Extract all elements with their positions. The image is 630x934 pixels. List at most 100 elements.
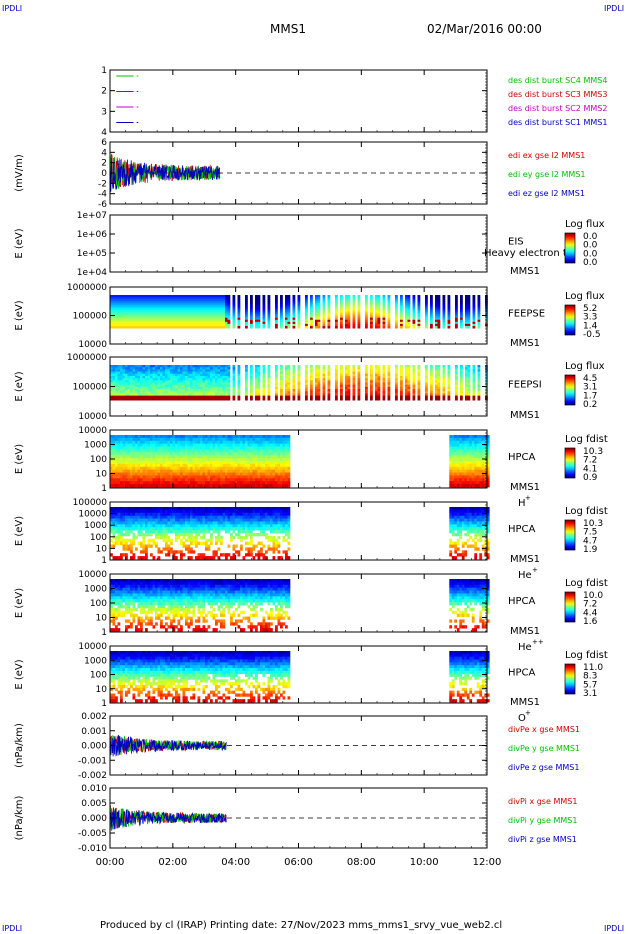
heatmap-cell (315, 386, 318, 390)
heatmap-cell (485, 299, 488, 302)
heatmap-cell (150, 481, 153, 485)
heatmap-cell (137, 305, 141, 308)
heatmap-cell (140, 311, 143, 315)
heatmap-cell (162, 311, 166, 315)
heatmap-cell (335, 397, 338, 401)
heatmap-cell (232, 446, 236, 450)
heatmap-cell (257, 369, 261, 373)
heatmap-cell (317, 375, 321, 379)
heatmap-cell (190, 395, 193, 399)
heatmap-cell (217, 393, 221, 397)
heatmap-cell (395, 297, 398, 300)
heatmap-cell (170, 375, 173, 379)
heatmap-cell (262, 309, 266, 312)
overlay-label: Heavy electron tc (484, 248, 572, 259)
heatmap-cell (162, 380, 166, 383)
heatmap-cell (282, 435, 286, 439)
heatmap-cell (345, 321, 348, 325)
heatmap-cell (205, 393, 208, 397)
heatmap-cell (227, 375, 231, 379)
heatmap-cell (365, 369, 368, 373)
heatmap-cell (202, 469, 206, 473)
heatmap-cell (267, 375, 271, 379)
heatmap-cell (202, 384, 206, 388)
heatmap-cell (265, 472, 268, 476)
heatmap-cell (147, 375, 151, 379)
heatmap-cell (417, 307, 421, 310)
heatmap-cell (461, 452, 465, 456)
heatmap-cell (200, 466, 203, 471)
heatmap-cell (400, 301, 403, 304)
heatmap-cell (400, 384, 403, 388)
heatmap-cell (382, 380, 386, 383)
heatmap-cell (160, 440, 163, 445)
heatmap-cell (387, 384, 391, 388)
heatmap-cell (407, 303, 411, 306)
heatmap-cell (227, 305, 231, 308)
heatmap-cell (260, 446, 263, 450)
heatmap-cell (175, 484, 178, 488)
heatmap-cell (190, 461, 193, 465)
heatmap-cell (305, 299, 308, 302)
heatmap-cell (260, 484, 263, 488)
heatmap-cell (177, 440, 181, 445)
heatmap-cell (442, 382, 446, 386)
heatmap-cell (167, 386, 171, 390)
heatmap-cell (472, 393, 476, 397)
heatmap-cell (145, 371, 148, 375)
heatmap-cell (442, 299, 446, 302)
heatmap-cell (227, 325, 231, 329)
heatmap-cell (125, 297, 128, 300)
colorbar (564, 232, 576, 264)
heatmap-cell (285, 461, 288, 465)
heatmap-cell (237, 371, 241, 375)
heatmap-cell (122, 319, 126, 323)
heatmap-cell (335, 301, 338, 304)
heatmap-cell (210, 309, 213, 312)
heatmap-cell (150, 458, 153, 462)
heatmap-cell (140, 391, 143, 394)
heatmap-cell (467, 373, 471, 377)
heatmap-cell (417, 315, 421, 319)
heatmap-cell (132, 303, 136, 306)
heatmap-cell (117, 321, 121, 325)
heatmap-cell (477, 317, 481, 321)
heatmap-cell (417, 397, 421, 401)
heatmap-cell (185, 481, 188, 485)
heatmap-cell (467, 295, 471, 298)
heatmap-cell (172, 307, 176, 310)
heatmap-cell (377, 307, 381, 310)
heatmap-cell (212, 384, 216, 388)
heatmap-cell (205, 317, 208, 321)
heatmap-cell (232, 325, 236, 329)
heatmap-cell (245, 325, 248, 329)
page-title: MMS1 (270, 22, 306, 36)
heatmap-cell (235, 478, 238, 482)
heatmap-cell (257, 384, 261, 388)
heatmap-cell (185, 458, 188, 462)
heatmap-cell (150, 455, 153, 459)
panel-frame (109, 214, 488, 273)
heatmap-cell (280, 365, 283, 368)
heatmap-cell (287, 455, 291, 459)
heatmap-cell (454, 455, 458, 459)
heatmap-cell (347, 371, 351, 375)
heatmap-cell (240, 466, 243, 471)
heatmap-cell (280, 371, 283, 375)
heatmap-cell (147, 435, 151, 439)
heatmap-cell (117, 397, 121, 401)
heatmap-cell (195, 437, 198, 442)
heatmap-cell (152, 446, 156, 450)
heatmap-cell (417, 373, 421, 377)
heatmap-cell (222, 323, 226, 327)
heatmap-cell (297, 299, 301, 302)
heatmap-cell (247, 440, 251, 445)
heatmap-cell (185, 378, 188, 381)
heatmap-cell (170, 481, 173, 485)
heatmap-cell (182, 303, 186, 306)
heatmap-cell (245, 369, 248, 373)
heatmap-cell (137, 311, 141, 315)
heatmap-cell (365, 378, 368, 381)
heatmap-cell (230, 452, 233, 456)
heatmap-cell (405, 309, 408, 312)
